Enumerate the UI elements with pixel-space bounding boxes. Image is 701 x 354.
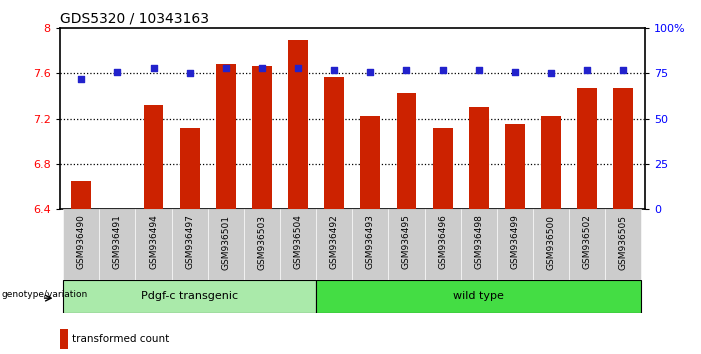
Point xyxy=(257,65,268,71)
Bar xyxy=(325,77,344,354)
Bar xyxy=(288,40,308,354)
Bar xyxy=(425,209,461,280)
Bar xyxy=(316,280,641,313)
Bar xyxy=(63,209,100,280)
Bar xyxy=(63,280,316,313)
Text: transformed count: transformed count xyxy=(72,334,169,344)
Bar xyxy=(207,209,244,280)
Point xyxy=(329,67,340,73)
Bar xyxy=(360,116,380,354)
Text: GSM936497: GSM936497 xyxy=(185,215,194,269)
Point xyxy=(111,69,123,74)
Bar xyxy=(541,116,561,354)
Text: Pdgf-c transgenic: Pdgf-c transgenic xyxy=(141,291,238,302)
Text: GSM936499: GSM936499 xyxy=(510,215,519,269)
Text: GSM936491: GSM936491 xyxy=(113,215,122,269)
Bar xyxy=(100,209,135,280)
Text: GSM936502: GSM936502 xyxy=(583,215,592,269)
Text: wild type: wild type xyxy=(454,291,504,302)
Bar xyxy=(107,209,128,354)
Text: GSM936494: GSM936494 xyxy=(149,215,158,269)
Bar xyxy=(144,105,163,354)
Text: GSM936505: GSM936505 xyxy=(619,215,627,269)
Bar xyxy=(316,209,352,280)
Bar xyxy=(613,88,633,354)
Text: GDS5320 / 10343163: GDS5320 / 10343163 xyxy=(60,12,209,26)
Point xyxy=(582,67,593,73)
Bar xyxy=(244,209,280,280)
Bar xyxy=(60,329,68,349)
Bar xyxy=(72,181,91,354)
Bar xyxy=(397,93,416,354)
Bar xyxy=(505,124,525,354)
Bar xyxy=(388,209,425,280)
Bar xyxy=(135,209,172,280)
Text: GSM936501: GSM936501 xyxy=(222,215,231,269)
Point xyxy=(184,71,196,76)
Bar xyxy=(569,209,605,280)
Text: GSM936492: GSM936492 xyxy=(329,215,339,269)
Bar xyxy=(577,88,597,354)
Bar xyxy=(533,209,569,280)
Bar xyxy=(216,64,236,354)
Text: GSM936493: GSM936493 xyxy=(366,215,375,269)
Point xyxy=(76,76,87,82)
Point xyxy=(437,67,448,73)
Bar xyxy=(179,128,200,354)
Text: GSM936500: GSM936500 xyxy=(547,215,555,269)
Point xyxy=(401,67,412,73)
Bar xyxy=(252,65,272,354)
Point xyxy=(473,67,484,73)
Bar xyxy=(461,209,497,280)
Text: GSM936496: GSM936496 xyxy=(438,215,447,269)
Bar xyxy=(497,209,533,280)
Bar xyxy=(280,209,316,280)
Bar xyxy=(605,209,641,280)
Bar xyxy=(353,209,388,280)
Text: genotype/variation: genotype/variation xyxy=(2,290,88,299)
Point xyxy=(545,71,557,76)
Text: GSM936504: GSM936504 xyxy=(294,215,303,269)
Point xyxy=(618,67,629,73)
Point xyxy=(148,65,159,71)
Bar xyxy=(172,209,207,280)
Text: GSM936498: GSM936498 xyxy=(474,215,483,269)
Point xyxy=(509,69,520,74)
Text: GSM936495: GSM936495 xyxy=(402,215,411,269)
Point xyxy=(292,65,304,71)
Text: GSM936503: GSM936503 xyxy=(257,215,266,269)
Bar xyxy=(469,107,489,354)
Point xyxy=(365,69,376,74)
Point xyxy=(220,65,231,71)
Text: GSM936490: GSM936490 xyxy=(77,215,86,269)
Bar xyxy=(433,128,453,354)
